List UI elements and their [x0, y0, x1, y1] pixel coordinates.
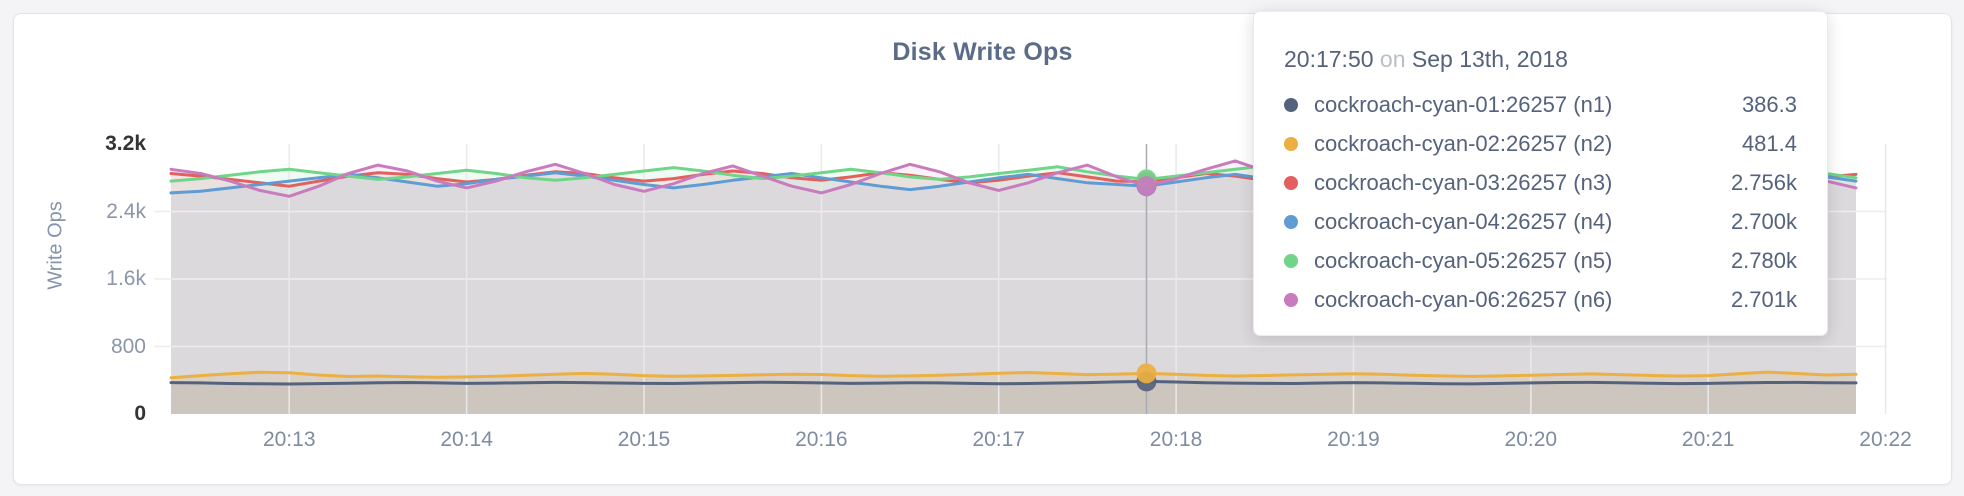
hover-dot-n2 — [1136, 363, 1157, 384]
series-line-n1 — [169, 379, 1858, 386]
y-tick-label-1.6k: 1.6k — [106, 267, 146, 290]
series-color-dot-icon — [1284, 175, 1298, 190]
tooltip-series-value: 2.756k — [1730, 169, 1797, 195]
tooltip-series-name: cockroach-cyan-03:26257 (n3) — [1314, 169, 1613, 195]
tooltip-series-row-n5: cockroach-cyan-05:26257 (n5) 2.780k — [1284, 241, 1797, 280]
x-tick-label-20:13: 20:13 — [262, 428, 316, 451]
series-area-n1 — [171, 381, 1856, 414]
y-tick-label-800: 800 — [110, 334, 146, 358]
x-tick-label-20:20: 20:20 — [1504, 428, 1558, 451]
tooltip-series-row-n2: cockroach-cyan-02:26257 (n2) 481.4 — [1284, 124, 1797, 163]
hover-dot-n6 — [1136, 176, 1157, 197]
tooltip-series-value: 2.701k — [1730, 286, 1797, 312]
series-color-dot-icon — [1284, 253, 1298, 268]
tooltip-series-name: cockroach-cyan-01:26257 (n1) — [1314, 91, 1613, 117]
tooltip-series-name: cockroach-cyan-04:26257 (n4) — [1314, 208, 1613, 234]
chart-tooltip: 20:17:50 on Sep 13th, 2018 cockroach-cya… — [1253, 11, 1828, 336]
series-line-n2 — [169, 370, 1858, 380]
y-tick-label-0: 0 — [134, 402, 146, 425]
series-color-dot-icon — [1284, 292, 1298, 307]
tooltip-conjunction: on — [1379, 46, 1406, 72]
x-tick-label-20:14: 20:14 — [440, 428, 493, 451]
tooltip-series-value: 2.780k — [1730, 247, 1797, 273]
y-tick-label-2.4k: 2.4k — [106, 199, 146, 223]
series-color-dot-icon — [1284, 97, 1298, 112]
tooltip-rows: cockroach-cyan-01:26257 (n1) 386.3 cockroa… — [1284, 85, 1797, 319]
chart-title: Disk Write Ops — [892, 38, 1073, 66]
tooltip-series-name: cockroach-cyan-02:26257 (n2) — [1314, 130, 1613, 156]
tooltip-series-row-n4: cockroach-cyan-04:26257 (n4) 2.700k — [1284, 202, 1797, 241]
tooltip-series-row-n6: cockroach-cyan-06:26257 (n6) 2.701k — [1284, 280, 1797, 319]
x-tick-label-20:19: 20:19 — [1327, 428, 1380, 451]
x-tick-label-20:21: 20:21 — [1681, 428, 1735, 451]
tooltip-series-value: 2.700k — [1730, 208, 1797, 234]
tooltip-series-name: cockroach-cyan-06:26257 (n6) — [1314, 286, 1613, 312]
tooltip-header: 20:17:50 on Sep 13th, 2018 — [1284, 46, 1797, 73]
tooltip-series-row-n1: cockroach-cyan-01:26257 (n1) 386.3 — [1284, 85, 1797, 124]
x-tick-label-20:22: 20:22 — [1859, 428, 1912, 451]
tooltip-series-row-n3: cockroach-cyan-03:26257 (n3) 2.756k — [1284, 163, 1797, 202]
tooltip-series-value: 386.3 — [1741, 91, 1797, 117]
y-tick-label-3.2k: 3.2k — [105, 132, 146, 155]
x-tick-label-20:18: 20:18 — [1149, 428, 1203, 451]
tooltip-time: 20:17:50 — [1284, 46, 1374, 72]
x-tick-label-20:17: 20:17 — [972, 428, 1025, 451]
tooltip-series-name: cockroach-cyan-05:26257 (n5) — [1314, 247, 1613, 273]
series-color-dot-icon — [1284, 214, 1298, 229]
series-color-dot-icon — [1284, 136, 1298, 151]
tooltip-date: Sep 13th, 2018 — [1411, 46, 1568, 72]
hover-dots — [1136, 169, 1157, 392]
tooltip-series-value: 481.4 — [1741, 130, 1797, 156]
x-tick-label-20:15: 20:15 — [617, 428, 671, 451]
x-tick-label-20:16: 20:16 — [795, 428, 848, 451]
